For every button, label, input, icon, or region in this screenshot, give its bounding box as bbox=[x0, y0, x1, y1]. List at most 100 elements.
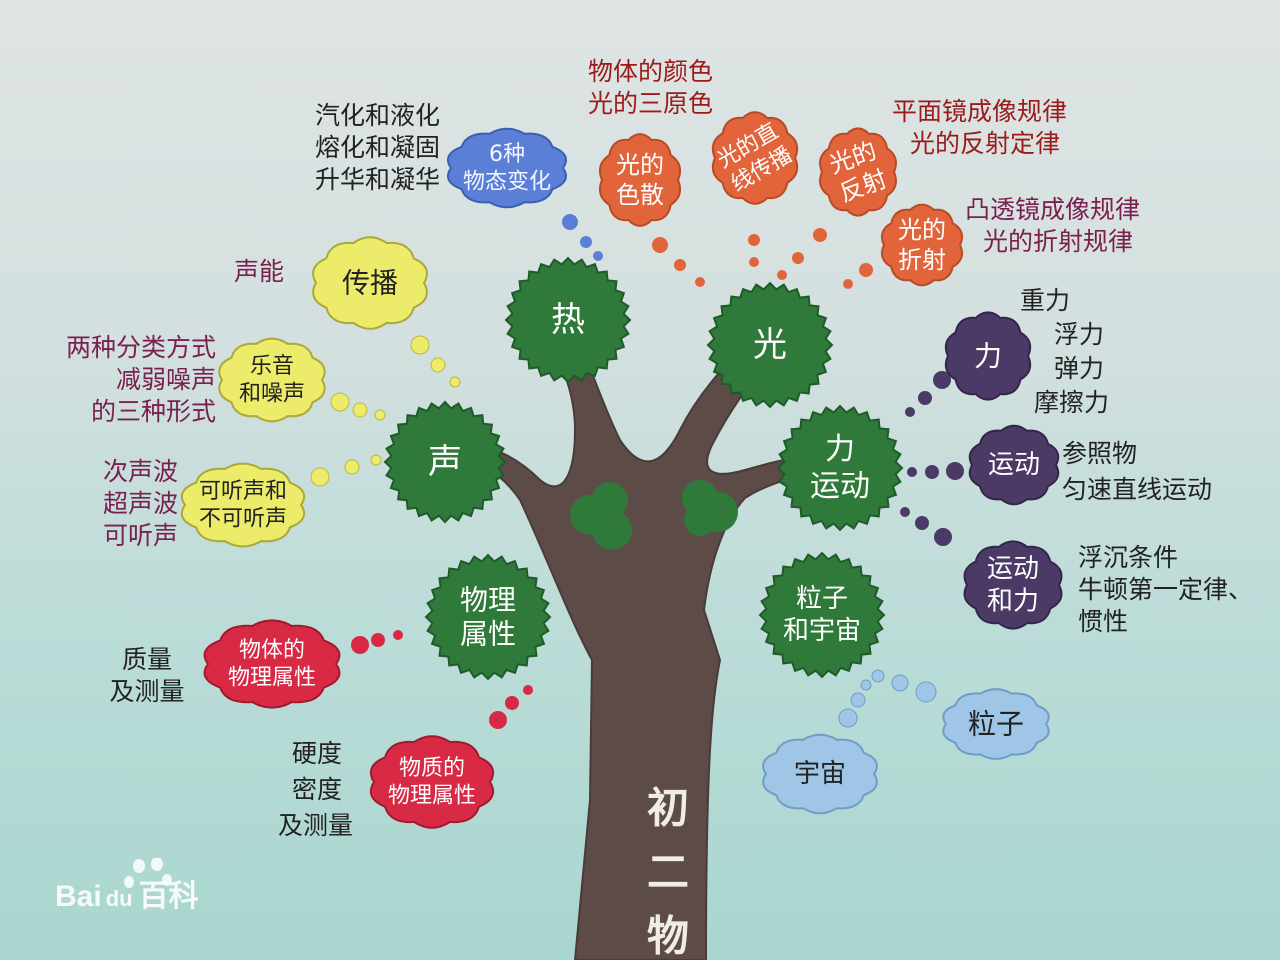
trunk-knot-left bbox=[570, 482, 632, 550]
note-waves: 次声波 超声波 可听声 bbox=[72, 456, 178, 552]
cloud-object-property-label: 物理属性 bbox=[228, 665, 316, 690]
note-line: 惯性 bbox=[1078, 607, 1129, 636]
note-line: 两种分类方式 bbox=[65, 333, 216, 362]
cloud-audible-label: 可听声和 bbox=[199, 479, 287, 504]
note-noise: 两种分类方式 减弱噪声 的三种形式 bbox=[30, 332, 216, 428]
note-line: 升华和凝华 bbox=[314, 165, 440, 194]
note-line: 牛顿第一定律、 bbox=[1078, 575, 1254, 604]
note-color: 物体的颜色 光的三原色 bbox=[588, 56, 713, 120]
cloud-motion bbox=[968, 424, 1060, 506]
note-line: 凸透镜成像规律 bbox=[965, 195, 1141, 224]
cloud-music-noise-label: 和噪声 bbox=[239, 381, 305, 406]
node-physical-property-label: 物理 bbox=[460, 583, 516, 616]
note-line: 熔化和凝固 bbox=[314, 133, 440, 162]
note-state-change: 汽化和液化 熔化和凝固 升华和凝华 bbox=[280, 100, 440, 196]
note-line: 及测量 bbox=[109, 677, 185, 706]
cloud-dispersion-label: 色散 bbox=[616, 181, 664, 209]
tree-title-char: 初 bbox=[647, 784, 689, 833]
cloud-substance-property bbox=[369, 735, 495, 829]
note-line: 的三种形式 bbox=[90, 397, 216, 426]
node-sound-label: 声 bbox=[428, 442, 462, 482]
cloud-particle bbox=[942, 688, 1050, 760]
note-line: 汽化和液化 bbox=[314, 101, 440, 130]
note-refraction: 凸透镜成像规律 光的折射规律 bbox=[965, 194, 1140, 258]
cloud-reflection bbox=[818, 127, 898, 217]
note-line: 可听声 bbox=[102, 521, 178, 550]
node-particle-universe-label: 粒子 bbox=[796, 584, 848, 614]
cloud-straight-line bbox=[711, 111, 799, 205]
cloud-refraction-label: 光的 bbox=[898, 216, 946, 244]
note-line: 参照物 bbox=[1062, 439, 1138, 468]
cloud-state-change bbox=[446, 127, 568, 209]
note-line: 超声波 bbox=[102, 489, 178, 518]
note-mass: 质量 及测量 bbox=[100, 644, 194, 708]
node-heat-label: 热 bbox=[551, 300, 585, 340]
note-forces: 重力 浮力 弹力 摩擦力 bbox=[1020, 284, 1109, 420]
note-line: 摩擦力 bbox=[1034, 388, 1110, 417]
cloud-universe-label: 宇宙 bbox=[794, 759, 846, 789]
note-line: 次声波 bbox=[102, 457, 178, 486]
cloud-substance-property-label: 物质的 bbox=[399, 756, 465, 781]
note-line: 光的三原色 bbox=[588, 89, 714, 118]
note-line: 硬度 bbox=[292, 739, 343, 768]
cloud-music-noise bbox=[218, 337, 326, 423]
note-line: 及测量 bbox=[278, 811, 354, 840]
cloud-particle-label: 粒子 bbox=[968, 708, 1024, 741]
node-force-motion-label: 运动 bbox=[810, 469, 870, 504]
node-physical-property bbox=[424, 553, 552, 681]
note-line: 质量 bbox=[121, 645, 172, 674]
watermark-text: Bai du 百科 bbox=[55, 879, 199, 914]
node-physical-property-label: 属性 bbox=[460, 618, 516, 651]
cloud-refraction bbox=[880, 203, 964, 287]
note-line: 浮沉条件 bbox=[1078, 543, 1179, 572]
note-line: 平面镜成像规律 bbox=[892, 97, 1068, 126]
note-density: 硬度 密度 及测量 bbox=[278, 736, 353, 844]
cloud-universe bbox=[762, 733, 878, 815]
note-line: 浮力 bbox=[1054, 320, 1105, 349]
cloud-audible bbox=[180, 462, 306, 548]
tree-title-char: 物 bbox=[647, 912, 689, 960]
baidu-watermark: Bai du 百科 bbox=[55, 857, 255, 918]
cloud-motion-force-label: 运动 bbox=[987, 554, 1039, 584]
note-line: 减弱噪声 bbox=[115, 365, 216, 394]
cloud-dispersion-label: 光的 bbox=[616, 151, 664, 179]
baidu-paw-icon: Bai du 百科 bbox=[55, 857, 199, 914]
cloud-music-noise-label: 乐音 bbox=[250, 354, 294, 379]
note-sound-energy: 声能 bbox=[234, 257, 285, 286]
cloud-object-property bbox=[203, 619, 341, 709]
cloud-propagation-label: 传播 bbox=[342, 267, 398, 300]
connector-dots bbox=[310, 214, 964, 729]
note-line: 匀速直线运动 bbox=[1062, 475, 1213, 504]
tree-title-char: 二 bbox=[647, 848, 689, 897]
cloud-object-property-label: 物体的 bbox=[239, 638, 305, 663]
cloud-refraction-label: 折射 bbox=[898, 246, 946, 274]
cloud-propagation bbox=[312, 236, 428, 330]
node-light-label: 光 bbox=[753, 325, 787, 365]
node-particle-universe-label: 和宇宙 bbox=[783, 616, 861, 646]
note-line: 弹力 bbox=[1054, 354, 1105, 383]
node-force-motion-label: 力 bbox=[825, 432, 855, 467]
trunk-knot-right bbox=[682, 480, 738, 536]
note-line: 光的折射规律 bbox=[983, 227, 1134, 256]
node-force-motion bbox=[776, 404, 904, 532]
note-line: 重力 bbox=[1020, 286, 1071, 315]
cloud-substance-property-label: 物理属性 bbox=[388, 783, 476, 808]
cloud-state-change-label: 6种 bbox=[489, 142, 525, 167]
cloud-motion-force bbox=[963, 540, 1063, 630]
note-motion-force: 浮沉条件 牛顿第一定律、 惯性 bbox=[1078, 542, 1253, 638]
cloud-state-change-label: 物态变化 bbox=[463, 169, 551, 194]
cloud-force bbox=[944, 311, 1032, 401]
cloud-force-label: 力 bbox=[974, 340, 1002, 373]
note-line: 密度 bbox=[292, 775, 343, 804]
node-sound bbox=[383, 400, 507, 524]
node-particle-universe bbox=[758, 551, 886, 679]
cloud-dispersion bbox=[598, 133, 682, 227]
node-light bbox=[706, 281, 834, 409]
note-reflection: 平面镜成像规律 光的反射定律 bbox=[892, 96, 1067, 160]
note-motion: 参照物 匀速直线运动 bbox=[1062, 436, 1212, 508]
note-line: 物体的颜色 bbox=[588, 57, 714, 86]
cloud-audible-label: 不可听声 bbox=[199, 506, 287, 531]
node-heat bbox=[504, 256, 632, 384]
cloud-motion-label: 运动 bbox=[988, 450, 1040, 480]
